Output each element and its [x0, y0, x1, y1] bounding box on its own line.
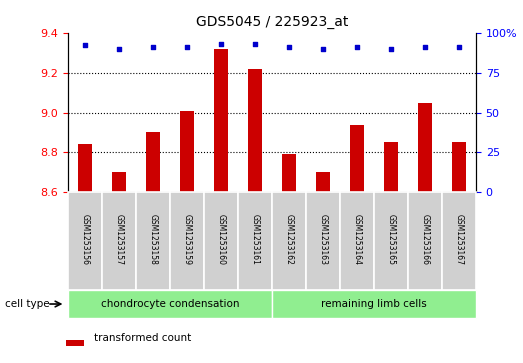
Bar: [442, 192, 476, 290]
Point: [183, 44, 191, 50]
Bar: [272, 290, 476, 318]
Point: [454, 44, 463, 50]
Bar: [248, 69, 262, 192]
Text: GSM1253167: GSM1253167: [454, 214, 463, 265]
Text: GSM1253160: GSM1253160: [217, 214, 225, 265]
Text: GSM1253165: GSM1253165: [386, 214, 395, 265]
Bar: [374, 192, 408, 290]
Point: [353, 44, 361, 50]
Point: [420, 44, 429, 50]
Point: [251, 41, 259, 47]
Text: GSM1253158: GSM1253158: [149, 214, 157, 265]
Bar: [68, 192, 102, 290]
Point: [149, 44, 157, 50]
Bar: [238, 192, 272, 290]
Bar: [66, 340, 84, 346]
Bar: [204, 192, 238, 290]
Bar: [214, 49, 228, 192]
Text: GSM1253161: GSM1253161: [251, 214, 259, 265]
Bar: [112, 172, 126, 192]
Bar: [102, 192, 136, 290]
Bar: [316, 172, 329, 192]
Bar: [340, 192, 374, 290]
Bar: [78, 144, 92, 192]
Bar: [384, 142, 397, 192]
Bar: [136, 192, 170, 290]
Text: cell type: cell type: [5, 299, 50, 309]
Point: [81, 42, 89, 48]
Point: [319, 46, 327, 52]
Bar: [452, 142, 465, 192]
Bar: [418, 102, 431, 192]
Text: GSM1253157: GSM1253157: [115, 214, 123, 265]
Bar: [350, 125, 363, 192]
Text: GSM1253162: GSM1253162: [285, 214, 293, 265]
Text: GSM1253156: GSM1253156: [81, 214, 89, 265]
Title: GDS5045 / 225923_at: GDS5045 / 225923_at: [196, 15, 348, 29]
Bar: [272, 192, 306, 290]
Bar: [408, 192, 442, 290]
Text: transformed count: transformed count: [94, 333, 191, 343]
Text: GSM1253163: GSM1253163: [319, 214, 327, 265]
Text: chondrocyte condensation: chondrocyte condensation: [101, 299, 239, 309]
Bar: [180, 110, 194, 192]
Point: [285, 44, 293, 50]
Text: GSM1253164: GSM1253164: [353, 214, 361, 265]
Point: [115, 46, 123, 52]
Bar: [146, 132, 160, 192]
Text: GSM1253166: GSM1253166: [420, 214, 429, 265]
Bar: [282, 155, 295, 192]
Point: [217, 41, 225, 47]
Point: [386, 46, 395, 52]
Bar: [170, 192, 204, 290]
Bar: [306, 192, 340, 290]
Text: remaining limb cells: remaining limb cells: [321, 299, 427, 309]
Bar: [68, 290, 272, 318]
Text: GSM1253159: GSM1253159: [183, 214, 191, 265]
